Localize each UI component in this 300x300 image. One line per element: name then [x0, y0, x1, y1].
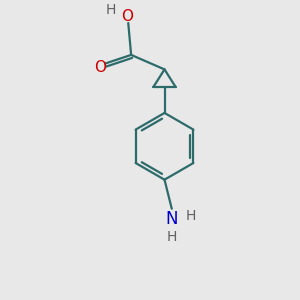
Text: H: H	[167, 230, 177, 244]
Text: O: O	[94, 60, 106, 75]
Text: N: N	[166, 210, 178, 228]
Text: H: H	[106, 4, 116, 17]
Text: O: O	[121, 9, 133, 24]
Text: H: H	[185, 209, 196, 223]
